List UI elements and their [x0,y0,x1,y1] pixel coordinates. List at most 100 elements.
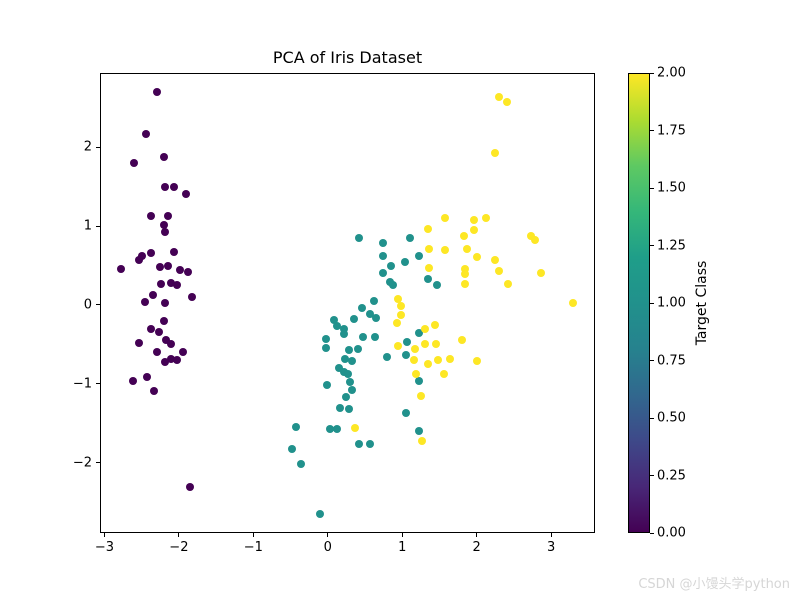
scatter-point-target-class-2 [470,226,479,234]
scatter-point-target-class-2 [531,236,540,245]
scatter-point-target-class-0 [162,336,171,345]
colorbar-tick-label: 2.00 [657,65,686,81]
scatter-point-target-class-2 [526,231,535,240]
scatter-point-target-class-0 [172,281,181,290]
scatter-point-target-class-0 [183,267,192,276]
colorbar-tick [650,245,654,246]
scatter-point-target-class-2 [494,267,503,276]
scatter-point-target-class-1 [326,424,334,433]
colorbar-tick-label: 0.75 [657,353,686,368]
colorbar-tick [650,302,654,304]
scatter-point-target-class-0 [148,290,157,299]
scatter-point-target-class-1 [415,427,424,436]
watermark: CSDN @小馒头学python [638,577,790,592]
scatter-point-target-class-0 [142,129,151,138]
scatter-point-target-class-2 [397,311,406,320]
scatter-point-target-class-1 [403,338,412,347]
scatter-point-target-class-1 [424,274,433,283]
x-tick [327,533,329,537]
x-tick-label: −3 [94,540,115,555]
scatter-point-target-class-2 [441,214,450,223]
scatter-point-target-class-1 [329,315,338,324]
y-tick [96,383,100,385]
scatter-point-target-class-0 [188,293,197,302]
scatter-point-target-class-0 [160,153,168,162]
scatter-point-target-class-1 [415,376,424,385]
scatter-point-target-class-1 [415,252,424,261]
scatter-point-target-class-2 [394,294,403,303]
scatter-point-target-class-0 [160,227,169,236]
scatter-point-target-class-2 [470,215,479,224]
scatter-point-target-class-2 [461,279,470,288]
scatter-point-target-class-1 [296,459,305,468]
scatter-point-target-class-1 [322,334,331,343]
scatter-point-target-class-1 [401,350,410,359]
scatter-point-target-class-0 [134,255,143,264]
y-tick-label: 0 [83,297,92,313]
scatter-point-target-class-0 [160,299,169,308]
scatter-point-target-class-1 [291,423,300,432]
scatter-point-target-class-1 [345,345,354,354]
scatter-point-target-class-1 [344,405,353,414]
scatter-point-target-class-2 [503,280,512,289]
scatter-point-target-class-2 [473,252,482,261]
scatter-point-target-class-1 [342,393,351,402]
scatter-point-target-class-0 [186,483,195,492]
colorbar-tick [650,72,654,74]
scatter-point-target-class-2 [439,370,448,379]
colorbar-label: Target Class [694,260,710,346]
colorbar-tick-label: 1.75 [657,123,686,138]
scatter-point-target-class-1 [340,354,349,363]
scatter-point-target-class-1 [366,309,375,318]
scatter-point-target-class-0 [154,327,163,336]
plot-area [100,73,595,533]
scatter-point-target-class-0 [166,354,175,363]
scatter-point-target-class-0 [134,338,143,347]
colorbar-tick-label: 0.25 [657,468,686,483]
scatter-point-target-class-2 [473,356,482,365]
scatter-point-target-class-1 [333,424,342,433]
scatter-point-target-class-2 [482,214,491,223]
y-tick-label: 2 [83,139,92,155]
x-tick-label: −2 [169,540,189,555]
scatter-point-target-class-2 [394,342,403,350]
scatter-point-target-class-2 [490,255,499,264]
x-tick-label: 0 [323,540,332,555]
scatter-point-target-class-0 [172,356,181,365]
x-tick [178,533,180,537]
colorbar-tick-label: 1.50 [657,180,686,196]
colorbar-tick-label: 1.00 [657,295,686,311]
scatter-point-target-class-2 [393,319,401,328]
scatter-point-target-class-2 [420,324,429,333]
scatter-point-target-class-2 [412,370,421,379]
scatter-point-target-class-2 [494,92,503,101]
scatter-point-target-class-0 [160,221,168,230]
scatter-point-target-class-1 [353,345,362,354]
scatter-point-target-class-1 [382,353,391,362]
scatter-point-target-class-0 [153,347,162,356]
colorbar-tick [650,417,654,419]
x-tick-label: 2 [472,540,481,555]
scatter-point-target-class-2 [503,98,512,107]
scatter-point-target-class-0 [146,325,155,334]
scatter-point-target-class-1 [288,445,297,454]
scatter-point-target-class-1 [415,329,424,338]
scatter-point-target-class-0 [181,189,190,198]
scatter-point-target-class-1 [370,333,379,342]
scatter-point-target-class-1 [355,233,364,242]
x-tick-label: 3 [546,540,556,555]
chart-title: PCA of Iris Dataset [272,48,423,67]
x-tick [401,533,403,537]
scatter-point-target-class-1 [405,233,414,242]
scatter-point-target-class-2 [423,360,432,369]
scatter-point-target-class-1 [366,439,375,448]
scatter-point-target-class-1 [388,281,397,290]
scatter-point-target-class-2 [445,354,454,363]
scatter-point-target-class-1 [355,439,364,448]
scatter-point-target-class-0 [163,211,172,220]
scatter-point-target-class-0 [147,211,156,220]
scatter-point-target-class-2 [410,345,419,354]
scatter-point-target-class-1 [358,304,366,313]
scatter-point-target-class-1 [378,239,387,248]
